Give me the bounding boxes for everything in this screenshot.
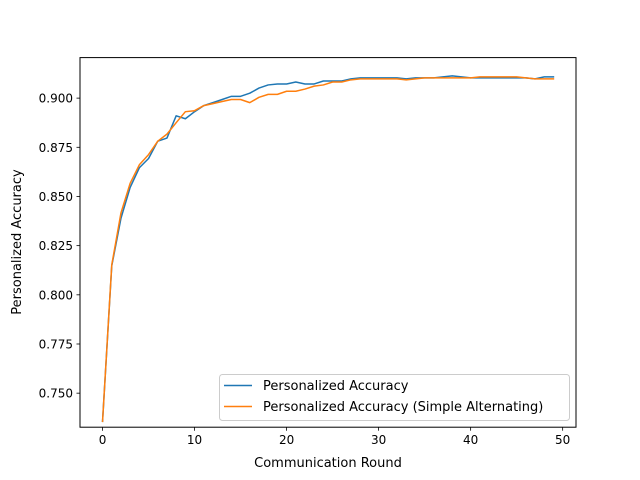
legend-label-personalized-accuracy: Personalized Accuracy	[263, 379, 409, 394]
y-tick-label: 0.850	[39, 190, 73, 204]
x-tick-label: 50	[555, 433, 570, 447]
series-line-1	[101, 76, 555, 423]
y-tick-label: 0.825	[39, 239, 73, 253]
x-tick-label: 30	[371, 433, 386, 447]
plot-frame	[79, 57, 577, 428]
y-tick-label: 0.775	[39, 337, 73, 351]
series-line-0	[101, 75, 555, 423]
legend-box	[219, 374, 570, 421]
legend-label-simple-alternating: Personalized Accuracy (Simple Alternatin…	[263, 400, 543, 415]
series-group	[101, 75, 555, 423]
x-tick-label: 40	[463, 433, 478, 447]
x-tick-label: 0	[99, 433, 107, 447]
legend: Personalized Accuracy Personalized Accur…	[219, 374, 570, 421]
x-tick-label: 10	[187, 433, 202, 447]
y-tick-label: 0.875	[39, 141, 73, 155]
y-tick-label: 0.750	[39, 387, 73, 401]
y-tick-label: 0.900	[39, 92, 73, 106]
x-tick-label: 20	[279, 433, 294, 447]
x-axis-label: Communication Round	[254, 456, 402, 471]
y-tick-label: 0.800	[39, 288, 73, 302]
y-axis-label: Personalized Accuracy	[10, 169, 25, 315]
ticks-group: 0 10 20 30 40 50 0.750 0.775 0.800 0.825 0.850 0.87…	[39, 92, 571, 448]
